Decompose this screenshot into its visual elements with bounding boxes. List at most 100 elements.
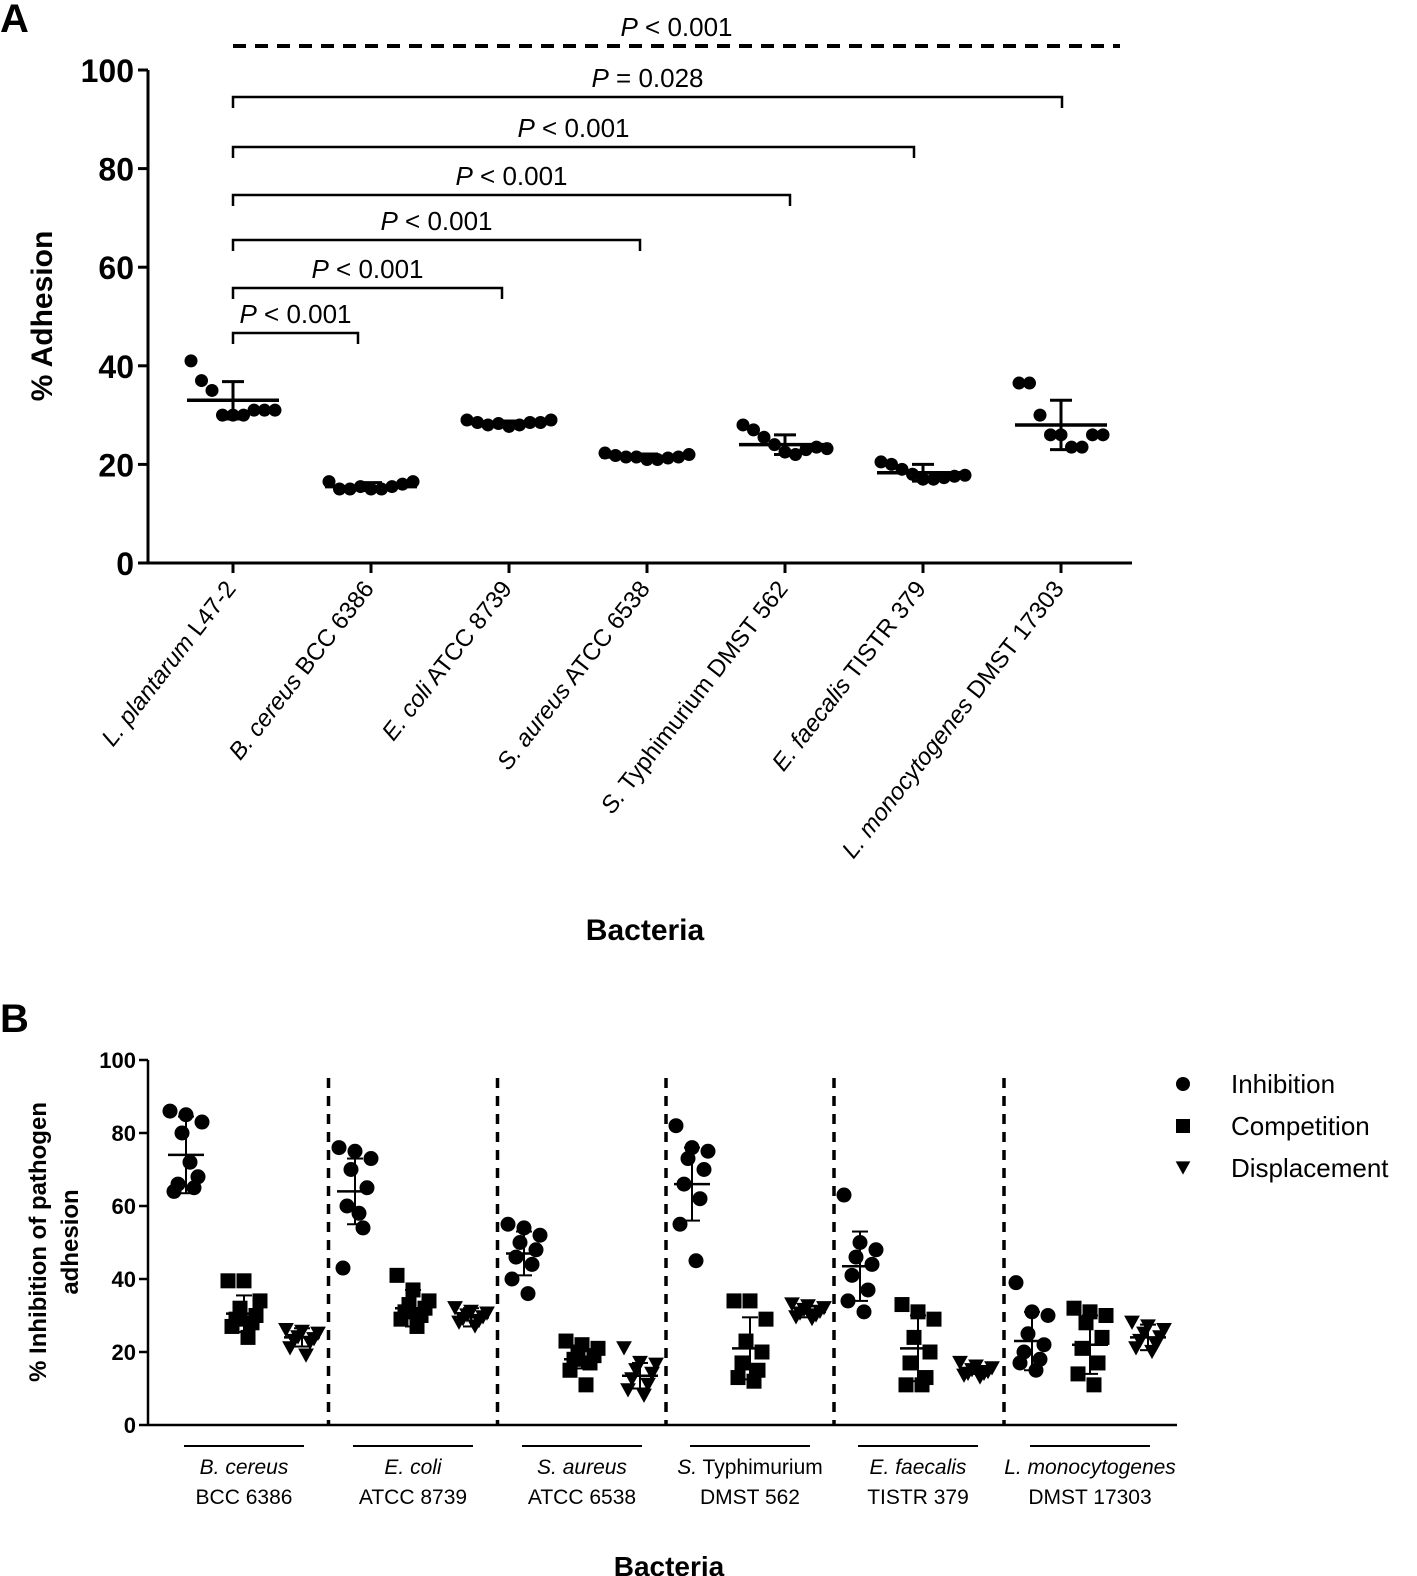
panel-b-legend-label: Inhibition [1231,1069,1335,1099]
panel-a-p-italic: P [517,113,535,143]
panel-b-group-label-plain: Typhimurium [697,1456,823,1479]
panel-a-bracket: P < 0.001 [231,254,504,299]
panel-b-legend-marker [1175,1161,1191,1175]
panel-b-point-inhibition [182,1154,198,1170]
panel-b-point-competition [730,1370,746,1386]
panel-b-point-competition [236,1273,252,1289]
panel-a-point [1012,376,1026,390]
panel-a-category-label-italic: L. plantarum [96,630,199,752]
panel-b-legend-label: Displacement [1231,1153,1389,1183]
panel-b-group-label-bottom: ATCC 8739 [359,1486,467,1509]
panel-a-category-label-plain: BCC 6386 [286,576,380,685]
panel-a-group-6 [1012,376,1110,454]
panel-b-group-label-italic: B. cereus [200,1456,289,1479]
panel-a-point [1023,376,1036,390]
panel-b-point-inhibition [856,1304,872,1320]
panel-b-group-label-bottom: ATCC 6538 [528,1486,636,1509]
panel-b-legend-marker [1176,1077,1190,1091]
panel-a-p-italic: P [455,161,473,191]
panel-b-point-competition [914,1377,930,1393]
panel-b-y-tick-label: 60 [112,1194,136,1219]
panel-b-point-displacement [278,1322,294,1338]
panel-b-group-label-italic: S. [677,1456,697,1479]
panel-a-category-label: L. plantarum L47-2 [96,576,241,751]
panel-b-group-label-italic: E. coli [384,1456,443,1479]
panel-b-point-inhibition [512,1235,528,1250]
panel-b-point-competition [1098,1308,1114,1323]
panel-a-category-label-plain: TISTR 379 [835,576,932,689]
panel-b-point-inhibition [500,1216,516,1232]
panel-a-chart: A % Adhesion Bacteria 0 20 40 60 80 100 P < 0… [0,0,1132,947]
panel-a-p-text: < 0.001 [329,254,424,284]
panel-b-point-inhibition [504,1271,520,1287]
panel-b-point-competition [1074,1340,1090,1356]
panel-b-series-competition [220,1267,1114,1393]
panel-b-point-displacement [648,1357,664,1372]
panel-b-y-tick-label: 0 [124,1413,136,1438]
panel-a-p-value-label: P < 0.001 [455,161,567,191]
panel-b-point-inhibition [860,1282,876,1298]
panel-b-point-competition [754,1344,770,1360]
panel-b-data-points [162,1103,1172,1403]
panel-b-group-label-italic: L. monocytogenes [1004,1456,1176,1479]
panel-a-bracket-line [231,238,642,251]
panel-b-group-label-top: E. coli [384,1456,443,1479]
panel-a-point [258,403,271,417]
panel-b-point-inhibition [700,1143,716,1159]
panel-b-point-displacement [616,1341,632,1356]
panel-b-point-competition [922,1344,938,1360]
panel-a-bracket: P < 0.001 [233,12,1120,48]
panel-a-group-5 [874,455,972,486]
panel-b-point-competition [578,1377,594,1393]
panel-b-point-inhibition [331,1140,347,1156]
panel-a-p-text: < 0.001 [473,161,568,191]
panel-a-point [885,457,898,471]
panel-a-y-tick-label: 20 [98,447,134,483]
panel-b-legend-label: Competition [1231,1111,1370,1141]
panel-a-point [736,418,750,432]
panel-b-group-label-top: S. aureus [537,1456,627,1479]
panel-b-group-label-bottom: TISTR 379 [867,1486,969,1509]
panel-b-point-displacement [447,1301,463,1316]
panel-a-p-text: < 0.001 [257,299,352,329]
panel-a-point [1086,428,1099,442]
panel-b-point-inhibition [1008,1275,1024,1291]
panel-a-category-label-italic: S. aureus [492,678,577,776]
panel-a-bracket-line [231,193,792,206]
panel-b-point-inhibition [347,1143,363,1159]
panel-b-point-displacement [451,1315,467,1330]
panel-a-p-italic: P [311,254,329,284]
panel-a-bracket: P < 0.001 [231,299,360,344]
panel-b-chart: B % Inhibition of pathogen adhesion Bact… [0,997,1389,1576]
panel-b-point-inhibition [1020,1326,1036,1342]
panel-b-point-competition [220,1273,236,1289]
panel-b-point-inhibition [688,1253,704,1269]
panel-b-group-labels: B. cereus BCC 6386 E. coli ATCC 8739 S. aure… [184,1445,1176,1509]
panel-b-point-competition [1090,1355,1106,1371]
panel-b-point-inhibition [868,1242,884,1258]
panel-a-point [247,403,261,417]
panel-a-point [958,468,972,482]
panel-b-point-inhibition [339,1198,355,1214]
panel-a-bracket-line [231,286,504,299]
panel-b-point-competition [244,1315,260,1331]
panel-b-point-inhibition [1036,1337,1052,1353]
panel-a-data-points [184,354,1110,496]
panel-b-y-axis-label-line2: adhesion [57,1189,84,1294]
panel-b-point-competition [1078,1315,1094,1331]
panel-a-group-3 [598,446,696,466]
panel-a-category-label-plain: ATCC 8739 [417,576,518,694]
panel-b-point-inhibition [162,1103,178,1119]
panel-b-point-displacement [302,1335,318,1350]
panel-a-point [1075,440,1089,454]
panel-a-bracket-line [231,145,916,158]
panel-a-category-label-italic: B. cereus [224,669,308,766]
panel-a-bracket: P = 0.028 [231,63,1064,108]
panel-b-label: B [0,997,29,1041]
panel-a-point [205,383,219,397]
panel-a-bracket-line [231,95,1064,108]
panel-b-point-inhibition [836,1187,852,1203]
panel-b-point-competition [1094,1329,1110,1345]
